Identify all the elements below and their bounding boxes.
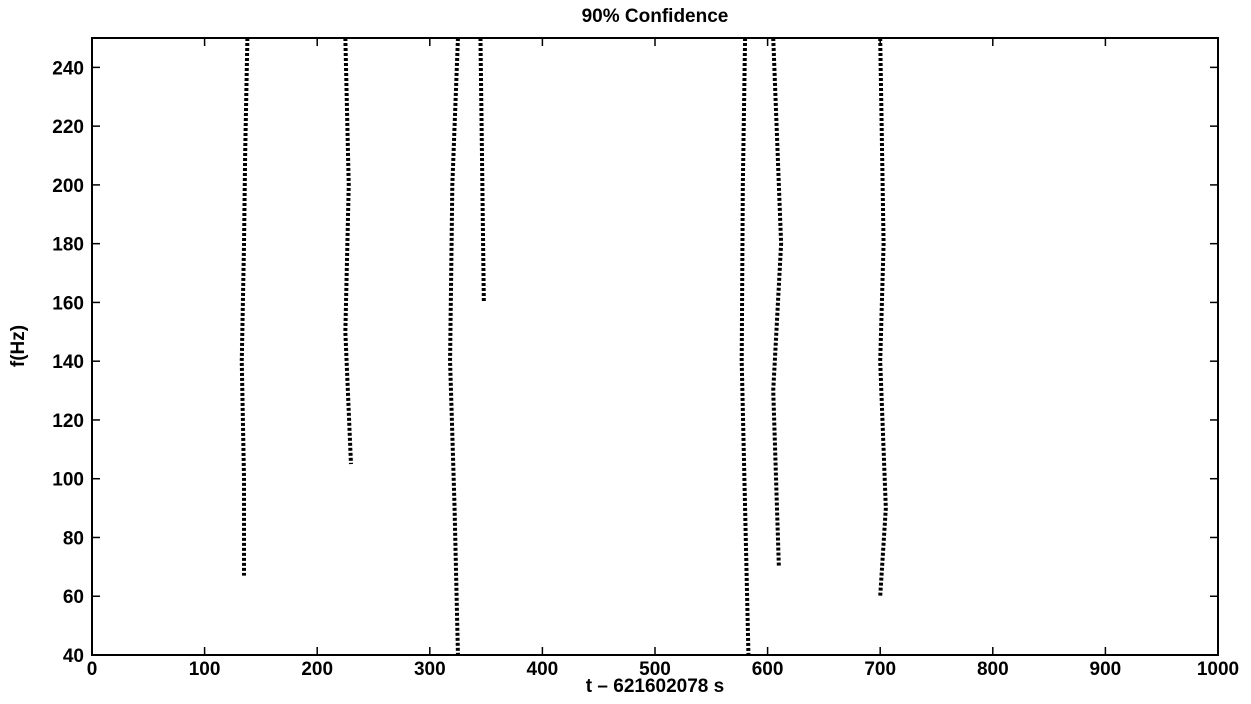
y-axis-label: f(Hz) [8, 325, 29, 367]
x-tick-label: 300 [414, 659, 446, 680]
x-tick-label: 800 [977, 659, 1009, 680]
track-line [878, 37, 888, 597]
y-tick-label: 140 [52, 352, 84, 373]
track-line [771, 37, 784, 567]
x-tick-label: 100 [189, 659, 221, 680]
x-tick-label: 200 [301, 659, 333, 680]
x-tick-label: 600 [752, 659, 784, 680]
track-line [343, 37, 353, 465]
x-tick-label: 1000 [1197, 659, 1239, 680]
y-tick-label: 220 [52, 117, 84, 138]
x-tick-label: 500 [639, 659, 671, 680]
y-tick-label: 60 [63, 587, 84, 608]
y-tick-label: 80 [63, 528, 84, 549]
track-line [478, 37, 486, 303]
y-tick-label: 200 [52, 176, 84, 197]
track-line [448, 37, 460, 656]
x-axis-label: t – 621602078 s [586, 676, 724, 697]
chart-title: 90% Confidence [582, 6, 729, 27]
y-tick-label: 100 [52, 470, 84, 491]
y-tick-label: 240 [52, 58, 84, 79]
x-tick-label: 700 [864, 659, 896, 680]
y-tick-label: 180 [52, 235, 84, 256]
y-tick-label: 160 [52, 293, 84, 314]
y-tick-label: 120 [52, 411, 84, 432]
track-line [239, 37, 250, 576]
x-tick-label: 0 [87, 659, 98, 680]
y-tick-label: 40 [63, 646, 84, 667]
x-tick-label: 900 [1090, 659, 1122, 680]
track-line [739, 37, 751, 656]
x-tick-label: 400 [527, 659, 559, 680]
plot-frame [91, 37, 1219, 656]
